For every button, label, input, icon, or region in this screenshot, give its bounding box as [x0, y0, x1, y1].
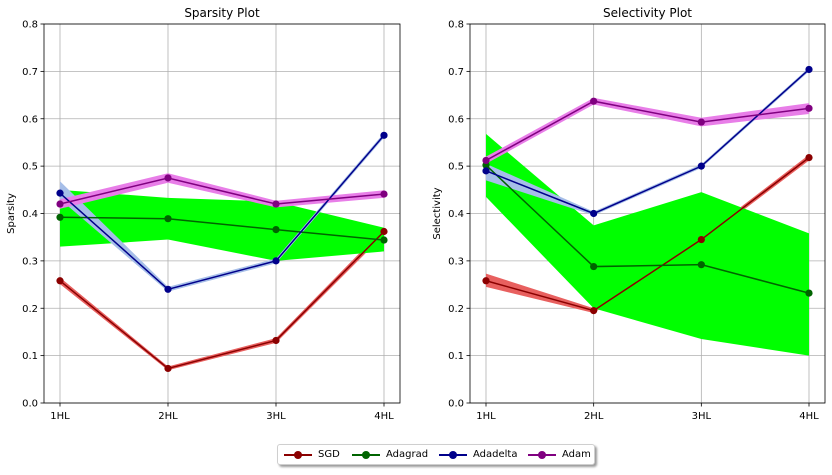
chart1-y-tick-label: 0.5 — [22, 162, 38, 173]
legend-marker-sgd — [294, 450, 302, 459]
chart1-x-tick-label: 4HL — [374, 411, 394, 422]
chart1-plot: 0.0 0.1 0.2 0.3 0.4 0.5 0.6 0.7 0.8 1HL 2HL 3HL 4HL S… — [6, 6, 401, 422]
chart2-y-tick-label: 0.0 — [448, 399, 464, 410]
legend-item-sgd: SGD — [284, 445, 340, 464]
chart1-band-adagrad — [60, 189, 384, 261]
chart1-point-adadelta — [56, 189, 64, 197]
chart1-point-sgd — [164, 364, 172, 373]
chart2-line-sgd — [485, 157, 810, 312]
chart1-point-adadelta — [272, 257, 280, 265]
chart2-point-adam — [805, 104, 813, 112]
chart1-point-adam — [56, 200, 64, 208]
chart2-x-tick-label: 4HL — [799, 411, 819, 422]
chart1-point-adam — [164, 174, 172, 182]
legend-label-adagrad: Adagrad — [386, 449, 429, 460]
legend-swatch-adam — [528, 450, 556, 460]
chart2-line-adagrad — [485, 164, 810, 294]
chart2-point-adam — [697, 118, 705, 126]
chart2-point-adagrad — [697, 261, 705, 269]
legend-label-sgd: SGD — [318, 449, 340, 460]
chart2-plot: 0.0 0.1 0.2 0.3 0.4 0.5 0.6 0.7 0.8 1HL 2HL 3HL 4HL S… — [432, 6, 826, 422]
chart2-y-tick-label: 0.2 — [448, 304, 464, 315]
chart2-point-sgd — [805, 153, 813, 162]
chart1-y-tick-label: 0.4 — [22, 209, 38, 220]
chart1-y-tick-label: 0.6 — [22, 114, 38, 125]
chart2-band-adagrad — [486, 133, 809, 356]
chart2-point-adadelta — [805, 65, 813, 74]
chart1-y-tick-label: 0.2 — [22, 304, 38, 315]
chart2-point-adam — [590, 97, 598, 105]
legend-item-adagrad: Adagrad — [352, 445, 428, 464]
chart2-band-adam — [486, 97, 809, 164]
legend-label-adadelta: Adadelta — [473, 449, 518, 460]
chart1-x-tick-label: 1HL — [50, 411, 70, 422]
chart2-x-tick-label: 2HL — [584, 411, 604, 422]
chart1-line-adadelta — [59, 134, 385, 291]
chart2-point-adam — [482, 156, 490, 165]
legend-marker-adadelta — [449, 450, 457, 459]
chart1-line-adagrad — [59, 216, 385, 241]
chart2-y-tick-label: 0.1 — [448, 351, 464, 362]
chart2-point-adadelta — [697, 162, 705, 170]
legend-swatch-sgd — [284, 450, 312, 460]
chart2-point-adagrad — [805, 289, 813, 297]
chart1-point-adagrad — [272, 226, 280, 234]
legend-label-adam: Adam — [562, 449, 591, 460]
chart2-y-tick-label: 0.7 — [448, 67, 464, 78]
chart2-x-tick-label: 1HL — [476, 411, 496, 422]
chart1-point-adagrad — [380, 236, 388, 244]
chart1-title: Sparsity Plot — [184, 6, 260, 20]
chart1-point-adam — [272, 200, 280, 208]
chart2-y-tick-label: 0.3 — [448, 256, 464, 267]
chart1-y-tick-label: 0.8 — [22, 20, 38, 31]
chart2-x-tick-label: 3HL — [692, 411, 712, 422]
chart1-point-adadelta — [164, 285, 172, 293]
chart1-band-sgd — [60, 228, 384, 371]
chart2-point-sgd — [590, 307, 598, 315]
chart2-y-tick-label: 0.4 — [448, 209, 464, 220]
chart1-point-sgd — [56, 277, 64, 285]
chart2-point-sgd — [482, 277, 490, 285]
chart2-title: Selectivity Plot — [603, 6, 692, 20]
legend-marker-adam — [538, 450, 546, 459]
legend-item-adadelta: Adadelta — [439, 445, 517, 464]
chart1-point-adagrad — [164, 215, 172, 223]
legend-swatch-adagrad — [352, 450, 380, 460]
legend-swatch-adadelta — [439, 450, 467, 460]
chart1-point-adadelta — [380, 131, 388, 139]
chart2-y-tick-label: 0.8 — [448, 20, 464, 31]
chart1-x-tick-label: 2HL — [158, 411, 178, 422]
chart1-y-tick-label: 0.7 — [22, 67, 38, 78]
legend: SGD Adagrad Adadelta Adam — [277, 444, 595, 465]
chart2-y-axis-label: Selectivity — [432, 187, 443, 239]
chart2-point-sgd — [697, 235, 705, 244]
chart1-y-tick-label: 0.1 — [22, 351, 38, 362]
chart2-point-adadelta — [482, 167, 490, 175]
chart1-point-sgd — [272, 336, 280, 345]
chart1-y-tick-label: 0.0 — [22, 399, 38, 410]
chart1-band-adadelta — [60, 132, 384, 292]
chart2-point-adagrad — [590, 262, 598, 271]
chart2-y-tick-label: 0.5 — [448, 162, 464, 173]
chart1-line-sgd — [59, 230, 385, 370]
chart2-line-adam — [485, 100, 810, 162]
chart1-y-axis-label: Sparsity — [6, 193, 17, 234]
chart1-point-sgd — [380, 227, 388, 236]
chart1-point-adagrad — [56, 213, 64, 221]
chart2-line-adadelta — [485, 68, 810, 215]
chart1-y-tick-label: 0.3 — [22, 256, 38, 267]
chart1-point-adam — [380, 190, 388, 198]
chart1-x-tick-label: 3HL — [266, 411, 286, 422]
chart2-y-tick-label: 0.6 — [448, 114, 464, 125]
legend-item-adam: Adam — [528, 445, 591, 464]
chart2-point-adadelta — [590, 209, 598, 218]
chart1-line-adam — [59, 177, 385, 205]
legend-marker-adagrad — [362, 450, 370, 459]
